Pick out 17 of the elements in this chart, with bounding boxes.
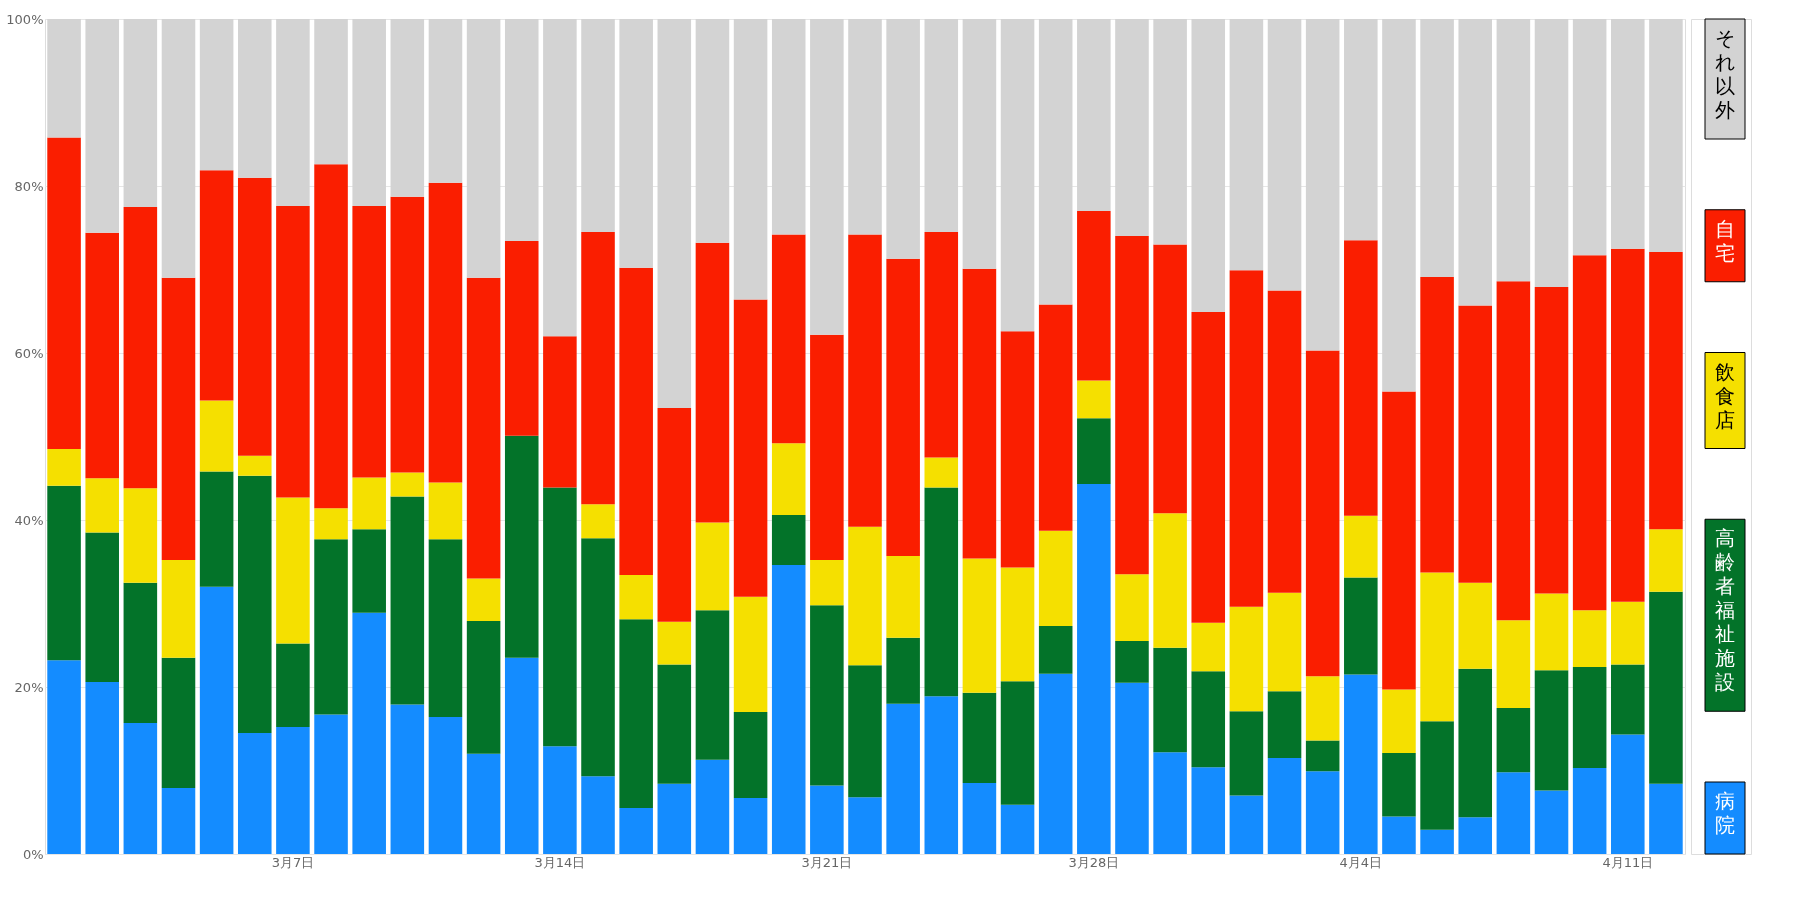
y-tick-label: 20% [14, 679, 44, 695]
series-label: 病院 [1715, 789, 1735, 837]
series-label: 自宅 [1715, 216, 1735, 265]
y-tick-label: 0% [22, 846, 44, 862]
y-tick-label: 40% [14, 512, 44, 528]
x-tick-label: 4月4日 [1339, 854, 1383, 870]
x-tick-label: 3月28日 [1068, 854, 1120, 870]
y-tick-label: 80% [14, 178, 44, 194]
text: 飲食店 [1715, 359, 1735, 432]
x-tick-label: 4月11日 [1602, 854, 1654, 870]
y-tick-label: 60% [14, 345, 44, 361]
series-label: 高齢者福祉施設 [1715, 526, 1735, 695]
y-tick-label: 100% [6, 11, 44, 27]
x-tick-label: 3月21日 [801, 854, 853, 870]
series-label: それ以外 [1715, 26, 1735, 122]
x-tick-label: 3月7日 [271, 854, 315, 870]
x-tick-label: 3月14日 [534, 854, 586, 870]
